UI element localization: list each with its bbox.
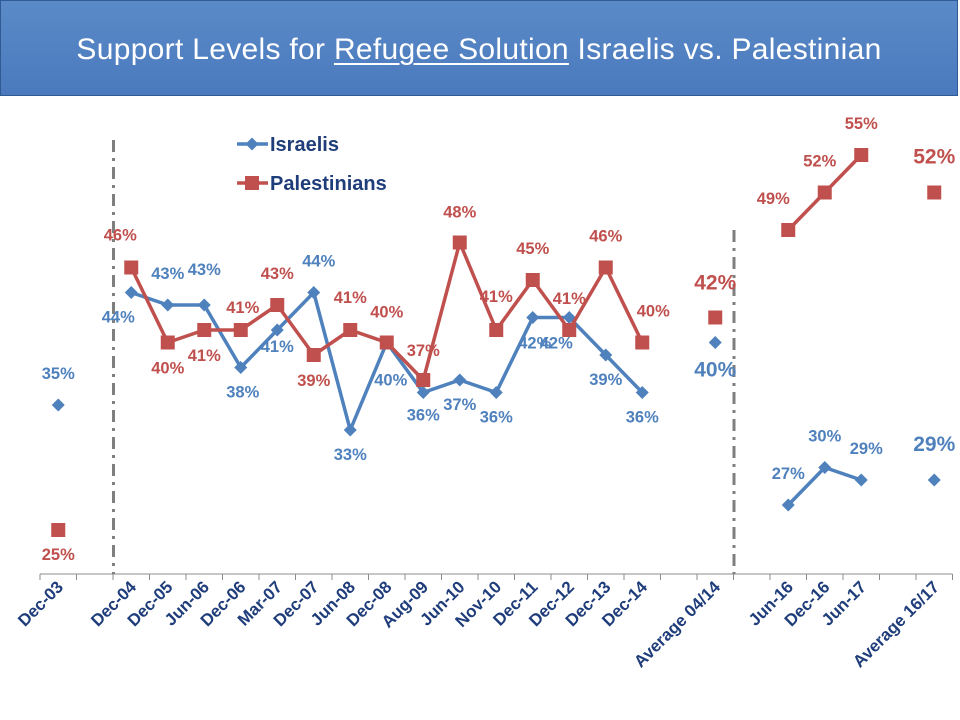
israelis-data-label: 41% — [261, 338, 294, 356]
palestinians-data-label: 45% — [516, 240, 549, 258]
palestinians-point-marker — [781, 223, 796, 237]
palestinians-data-label: 41% — [334, 289, 367, 307]
legend-label-israelis: Israelis — [270, 134, 339, 156]
israelis-point-marker — [526, 311, 540, 324]
israelis-data-label: 40% — [694, 359, 736, 382]
israelis-data-label: 29% — [850, 440, 883, 458]
palestinians-point-marker — [379, 335, 394, 350]
israelis-point-marker — [489, 386, 503, 399]
chart-title: Support Levels for Refugee Solution Isra… — [0, 0, 958, 96]
israelis-point-marker — [562, 311, 576, 324]
israelis-data-label: 42% — [540, 335, 573, 353]
israelis-data-label: 43% — [151, 265, 184, 283]
palestinians-data-label: 41% — [226, 299, 259, 317]
palestinians-data-label: 49% — [757, 190, 790, 208]
israelis-data-label: 27% — [772, 465, 805, 483]
israelis-point-marker — [453, 373, 467, 387]
title-underlined: Refugee Solution — [333, 33, 569, 66]
palestinians-point-marker — [525, 273, 540, 287]
palestinians-point-marker — [233, 323, 248, 337]
palestinians-data-label: 55% — [845, 115, 878, 133]
israelis-data-label: 38% — [226, 384, 259, 402]
title-suffix: Israelis vs. Palestinian — [568, 33, 882, 66]
palestinians-data-label: 25% — [42, 546, 75, 564]
palestinians-data-label: 37% — [407, 342, 440, 360]
legend-marker-palestinians — [245, 176, 259, 190]
israelis-point-marker — [343, 423, 357, 437]
palestinians-data-label: 43% — [261, 265, 294, 283]
palestinians-data-label: 40% — [151, 360, 184, 378]
israelis-point-marker — [708, 336, 722, 349]
palestinians-point-marker — [343, 323, 358, 337]
israelis-point-marker — [416, 386, 430, 399]
palestinians-point-marker — [452, 235, 467, 250]
israelis-data-label: 40% — [374, 372, 407, 390]
israelis-data-label: 42% — [518, 335, 551, 353]
palestinians-point-marker — [708, 310, 723, 325]
palestinians-data-label: 46% — [104, 227, 137, 245]
palestinians-point-marker — [51, 523, 66, 537]
palestinians-point-marker — [197, 323, 212, 337]
palestinians-point-marker — [124, 260, 139, 275]
israelis-data-label: 44% — [102, 309, 135, 327]
palestinians-data-label: 52% — [913, 146, 955, 169]
israelis-point-marker — [307, 286, 321, 299]
palestinians-point-marker — [635, 335, 650, 350]
legend-label-palestinians: Palestinians — [270, 173, 387, 195]
israelis-data-label: 39% — [589, 371, 622, 389]
title-prefix: Support Levels for — [76, 33, 334, 66]
israelis-data-label: 43% — [188, 261, 221, 279]
palestinians-data-label: 48% — [443, 204, 476, 222]
palestinians-point-marker — [927, 185, 942, 200]
israelis-point-marker — [599, 348, 613, 362]
palestinians-point-marker — [489, 323, 504, 337]
israelis-point-marker — [234, 361, 248, 374]
israelis-point-marker — [781, 498, 795, 512]
israelis-data-label: 29% — [913, 433, 955, 456]
israelis-data-label: 36% — [626, 409, 659, 427]
israelis-point-marker — [161, 298, 175, 312]
title-banner — [0, 0, 958, 96]
israelis-point-marker — [927, 473, 941, 487]
palestinians-point-marker — [562, 323, 577, 337]
israelis-point-marker — [197, 298, 211, 312]
palestinians-data-label: 41% — [480, 288, 513, 306]
x-tick-label: Dec-03 — [14, 577, 67, 630]
israelis-point-marker — [854, 473, 868, 487]
israelis-point-marker — [124, 286, 138, 299]
legend-marker-israelis — [245, 137, 259, 151]
palestinians-data-label: 41% — [553, 290, 586, 308]
palestinians-data-label: 40% — [637, 303, 670, 321]
palestinians-data-label: 39% — [297, 372, 330, 390]
israelis-point-marker — [270, 323, 284, 337]
israelis-point-marker — [51, 398, 65, 412]
palestinians-point-marker — [270, 298, 285, 312]
israelis-data-label: 37% — [443, 396, 476, 414]
israelis-data-label: 36% — [480, 409, 513, 427]
palestinians-point-marker — [416, 373, 431, 387]
palestinians-data-label: 41% — [188, 347, 221, 365]
israelis-point-marker — [818, 461, 832, 474]
israelis-data-label: 35% — [42, 365, 75, 383]
palestinians-data-label: 42% — [694, 272, 736, 295]
palestinians-point-marker — [598, 260, 613, 275]
israelis-point-marker — [635, 386, 649, 399]
palestinians-data-label: 52% — [803, 153, 836, 171]
palestinians-point-marker — [306, 348, 321, 362]
palestinians-point-marker — [160, 335, 175, 350]
israelis-data-label: 33% — [334, 446, 367, 464]
israelis-data-label: 36% — [407, 407, 440, 425]
israelis-data-label: 30% — [808, 428, 841, 446]
palestinians-data-label: 40% — [370, 304, 403, 322]
israelis-data-label: 44% — [302, 253, 335, 271]
palestinians-point-marker — [854, 148, 869, 162]
palestinians-data-label: 46% — [589, 228, 622, 246]
palestinians-point-marker — [817, 185, 832, 200]
